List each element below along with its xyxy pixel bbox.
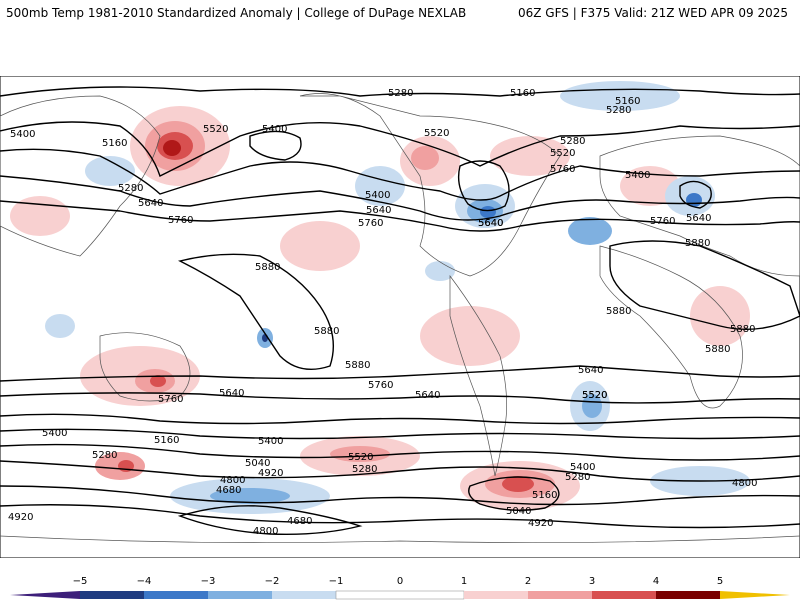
contour-label: 5160 — [532, 490, 557, 501]
scale-tick: 0 — [397, 576, 403, 587]
scale-tick: −3 — [201, 576, 216, 587]
contour-label: 5520 — [582, 390, 607, 401]
valid-time: 06Z GFS | F375 Valid: 21Z WED APR 09 202… — [517, 6, 788, 20]
contour-label: 5880 — [685, 238, 710, 249]
contour-label: 5880 — [314, 326, 339, 337]
contour-label: 5760 — [550, 164, 575, 175]
contour-label: 5040 — [245, 458, 270, 469]
scale-tick: 4 — [653, 576, 659, 587]
contour-label: 5760 — [368, 380, 393, 391]
contour-label: 5880 — [345, 360, 370, 371]
scale-tick: 3 — [589, 576, 595, 587]
scale-tick: 2 — [525, 576, 531, 587]
contour-label: 4920 — [258, 468, 283, 479]
contour-label: 4680 — [287, 516, 312, 527]
scale-tick: −5 — [73, 576, 88, 587]
contour-label: 5160 — [510, 88, 535, 99]
contour-label: 5880 — [730, 324, 755, 335]
contour-label: 5880 — [705, 344, 730, 355]
contour-label: 4800 — [253, 526, 278, 537]
contour-label: 5280 — [606, 105, 631, 116]
scale-tick: 1 — [461, 576, 467, 587]
contour-label: 5280 — [92, 450, 117, 461]
scale-segment — [528, 591, 592, 599]
contour-label: 4920 — [528, 518, 553, 529]
contour-label: 5640 — [415, 390, 440, 401]
scale-tick: −2 — [265, 576, 280, 587]
contour-label: 5760 — [168, 215, 193, 226]
contour-label: 5400 — [262, 124, 287, 135]
contour-label: 5640 — [478, 218, 503, 229]
contour-label: 5280 — [565, 472, 590, 483]
contour-label: 5880 — [255, 262, 280, 273]
height-contours — [0, 86, 800, 536]
contour-label: 5040 — [506, 506, 531, 517]
contour-label: 5640 — [366, 205, 391, 216]
contour-label: 5280 — [118, 183, 143, 194]
contour-label: 5160 — [615, 96, 640, 107]
contour-label: 5400 — [42, 428, 67, 439]
contour-label: 5400 — [258, 436, 283, 447]
contour-label: 5280 — [352, 464, 377, 475]
contour-label: 5400 — [570, 462, 595, 473]
contour-label: 5520 — [582, 390, 607, 401]
contour-label: 5760 — [358, 218, 383, 229]
scale-segment — [464, 591, 528, 599]
scale-segment — [10, 591, 80, 599]
anomaly-map: 5280 5160 5160 5280 5400 5160 5520 5400 … — [0, 76, 800, 558]
scale-segment — [272, 591, 336, 599]
map-title: 500mb Temp 1981-2010 Standardized Anomal… — [6, 6, 467, 20]
color-scale-bar: −5 −4 −3 −2 −1 0 1 2 3 4 5 — [10, 576, 790, 600]
scale-segment — [656, 591, 720, 599]
scale-segment — [335, 590, 465, 600]
contour-label: 5280 — [560, 136, 585, 147]
scale-segment — [720, 591, 790, 599]
contour-label: 5400 — [10, 129, 35, 140]
scale-tick: 5 — [717, 576, 723, 587]
contour-label: 5640 — [138, 198, 163, 209]
scale-segment — [592, 591, 656, 599]
contour-label: 4920 — [8, 512, 33, 523]
contour-label: 4800 — [220, 475, 245, 486]
contour-label: 5400 — [625, 170, 650, 181]
contour-label: 5640 — [219, 388, 244, 399]
anomaly-shading — [10, 81, 750, 514]
contour-label: 5520 — [550, 148, 575, 159]
contour-label: 5760 — [158, 394, 183, 405]
contour-label: 5160 — [154, 435, 179, 446]
contour-label: 5760 — [650, 216, 675, 227]
contour-label: 4800 — [732, 478, 757, 489]
contour-label: 5640 — [578, 365, 603, 376]
scale-segment — [208, 591, 272, 599]
contour-labels: 5280 5160 5160 5280 5400 5160 5520 5400 … — [8, 88, 757, 537]
contour-label: 5520 — [424, 128, 449, 139]
contour-label: 5400 — [365, 190, 390, 201]
contour-label: 5880 — [606, 306, 631, 317]
contour-label: 5160 — [102, 138, 127, 149]
scale-tick: −4 — [137, 576, 152, 587]
contour-label: 5280 — [388, 88, 413, 99]
contour-label: 5520 — [348, 452, 373, 463]
scale-segment — [144, 591, 208, 599]
scale-tick: −1 — [329, 576, 344, 587]
contour-label: 5640 — [686, 213, 711, 224]
contour-label: 5520 — [203, 124, 228, 135]
contour-label: 5640 — [478, 218, 503, 229]
scale-segment — [80, 591, 144, 599]
contour-label: 4680 — [216, 485, 241, 496]
header: 500mb Temp 1981-2010 Standardized Anomal… — [0, 0, 800, 30]
